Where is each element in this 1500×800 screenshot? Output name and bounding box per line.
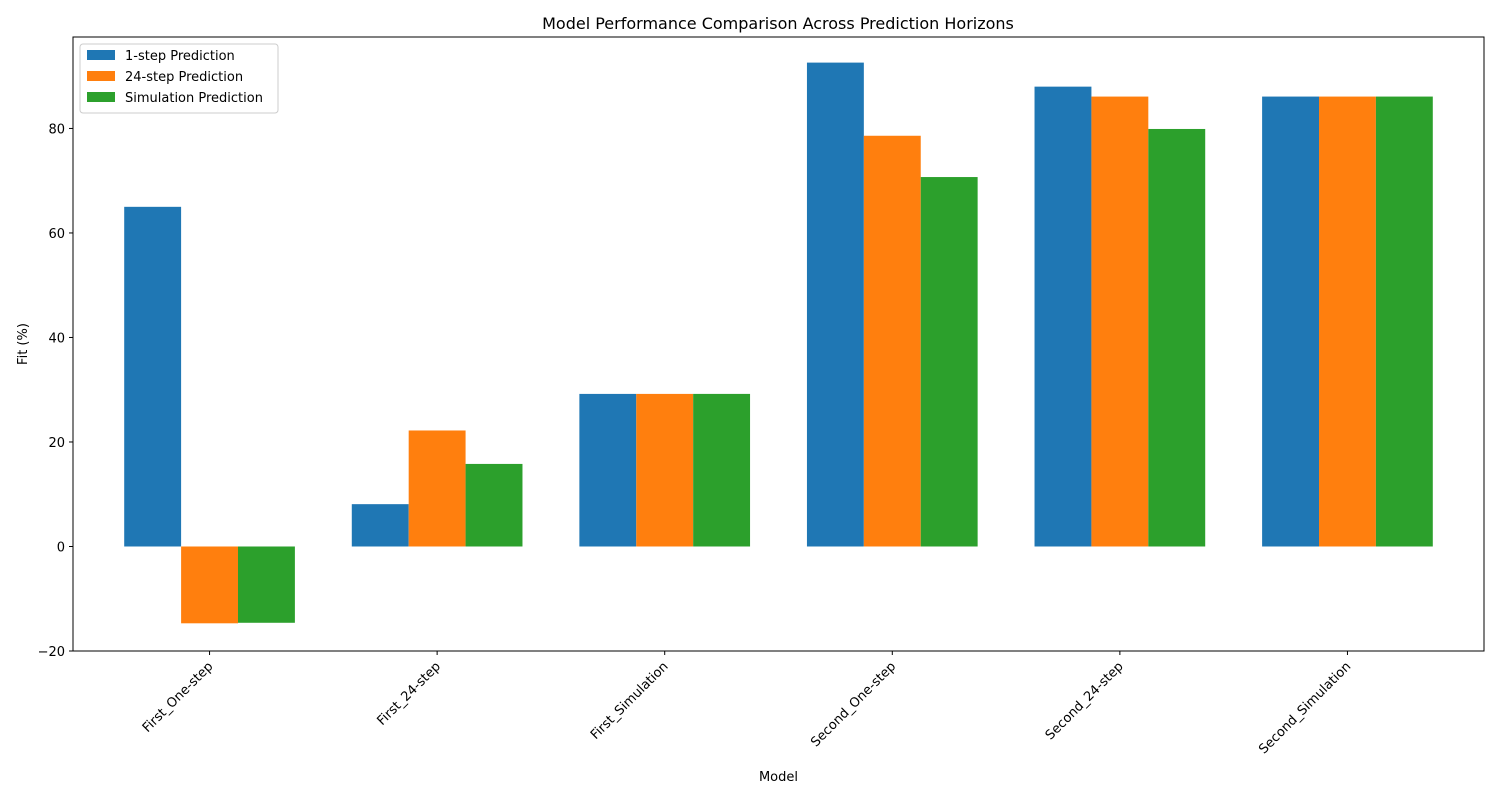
legend-frame <box>79 43 279 114</box>
y-tick-label: 40 <box>48 331 65 346</box>
bar-2-first-simulation <box>636 393 694 547</box>
bar-1-first-simulation <box>579 393 637 547</box>
legend-swatch-3 <box>87 92 115 102</box>
bar-3-second-one-step <box>920 177 978 547</box>
bar-2-second-24-step <box>1091 96 1149 547</box>
y-tick-label: 60 <box>48 227 65 242</box>
bar-3-second-simulation <box>1375 96 1433 547</box>
y-tick-label: 80 <box>48 122 65 137</box>
legend-label-3: Simulation Prediction <box>125 91 263 106</box>
bar-1-first-24-step <box>351 504 409 547</box>
x-tick-label: Second_Simulation <box>1256 659 1354 757</box>
plot-frame <box>72 36 1485 652</box>
x-axis-ticks: First_One-step First_24-step First_Simulat… <box>140 651 1354 757</box>
x-tick-label: First_One-step <box>140 659 216 735</box>
chart-title: Model Performance Comparison Across Pred… <box>542 14 1014 33</box>
y-axis-ticks: −20 0 20 40 60 80 <box>38 122 73 660</box>
bar-2-second-one-step <box>863 135 921 547</box>
bar-1-second-24-step <box>1034 86 1092 547</box>
bar-2-first-one-step <box>181 546 238 624</box>
bar-3-first-one-step <box>237 546 295 623</box>
y-tick-label: 0 <box>57 540 65 555</box>
bar-3-second-24-step <box>1148 128 1206 547</box>
bar-1-first-one-step <box>124 206 182 547</box>
legend-swatch-1 <box>87 50 115 60</box>
bar-1-second-one-step <box>806 62 864 547</box>
bar-2-second-simulation <box>1319 96 1376 547</box>
bar-3-first-simulation <box>693 393 751 547</box>
bars-layer <box>124 62 1433 624</box>
x-tick-label: First_Simulation <box>588 659 672 743</box>
bar-2-first-24-step <box>408 430 466 547</box>
bar-1-second-simulation <box>1262 96 1320 547</box>
x-tick-label: Second_One-step <box>808 659 899 750</box>
x-tick-label: First_24-step <box>375 659 444 728</box>
legend-label-2: 24-step Prediction <box>125 70 243 85</box>
legend: 1-step Prediction 24-step Prediction Simul… <box>79 43 279 114</box>
x-tick-label: Second_24-step <box>1043 659 1127 743</box>
y-tick-label: −20 <box>38 645 65 660</box>
bar-3-first-24-step <box>465 463 523 547</box>
x-axis-title: Model <box>759 770 798 785</box>
legend-label-1: 1-step Prediction <box>125 49 235 64</box>
legend-swatch-2 <box>87 71 115 81</box>
y-tick-label: 20 <box>48 436 65 451</box>
y-axis-title: Fit (%) <box>16 323 31 365</box>
